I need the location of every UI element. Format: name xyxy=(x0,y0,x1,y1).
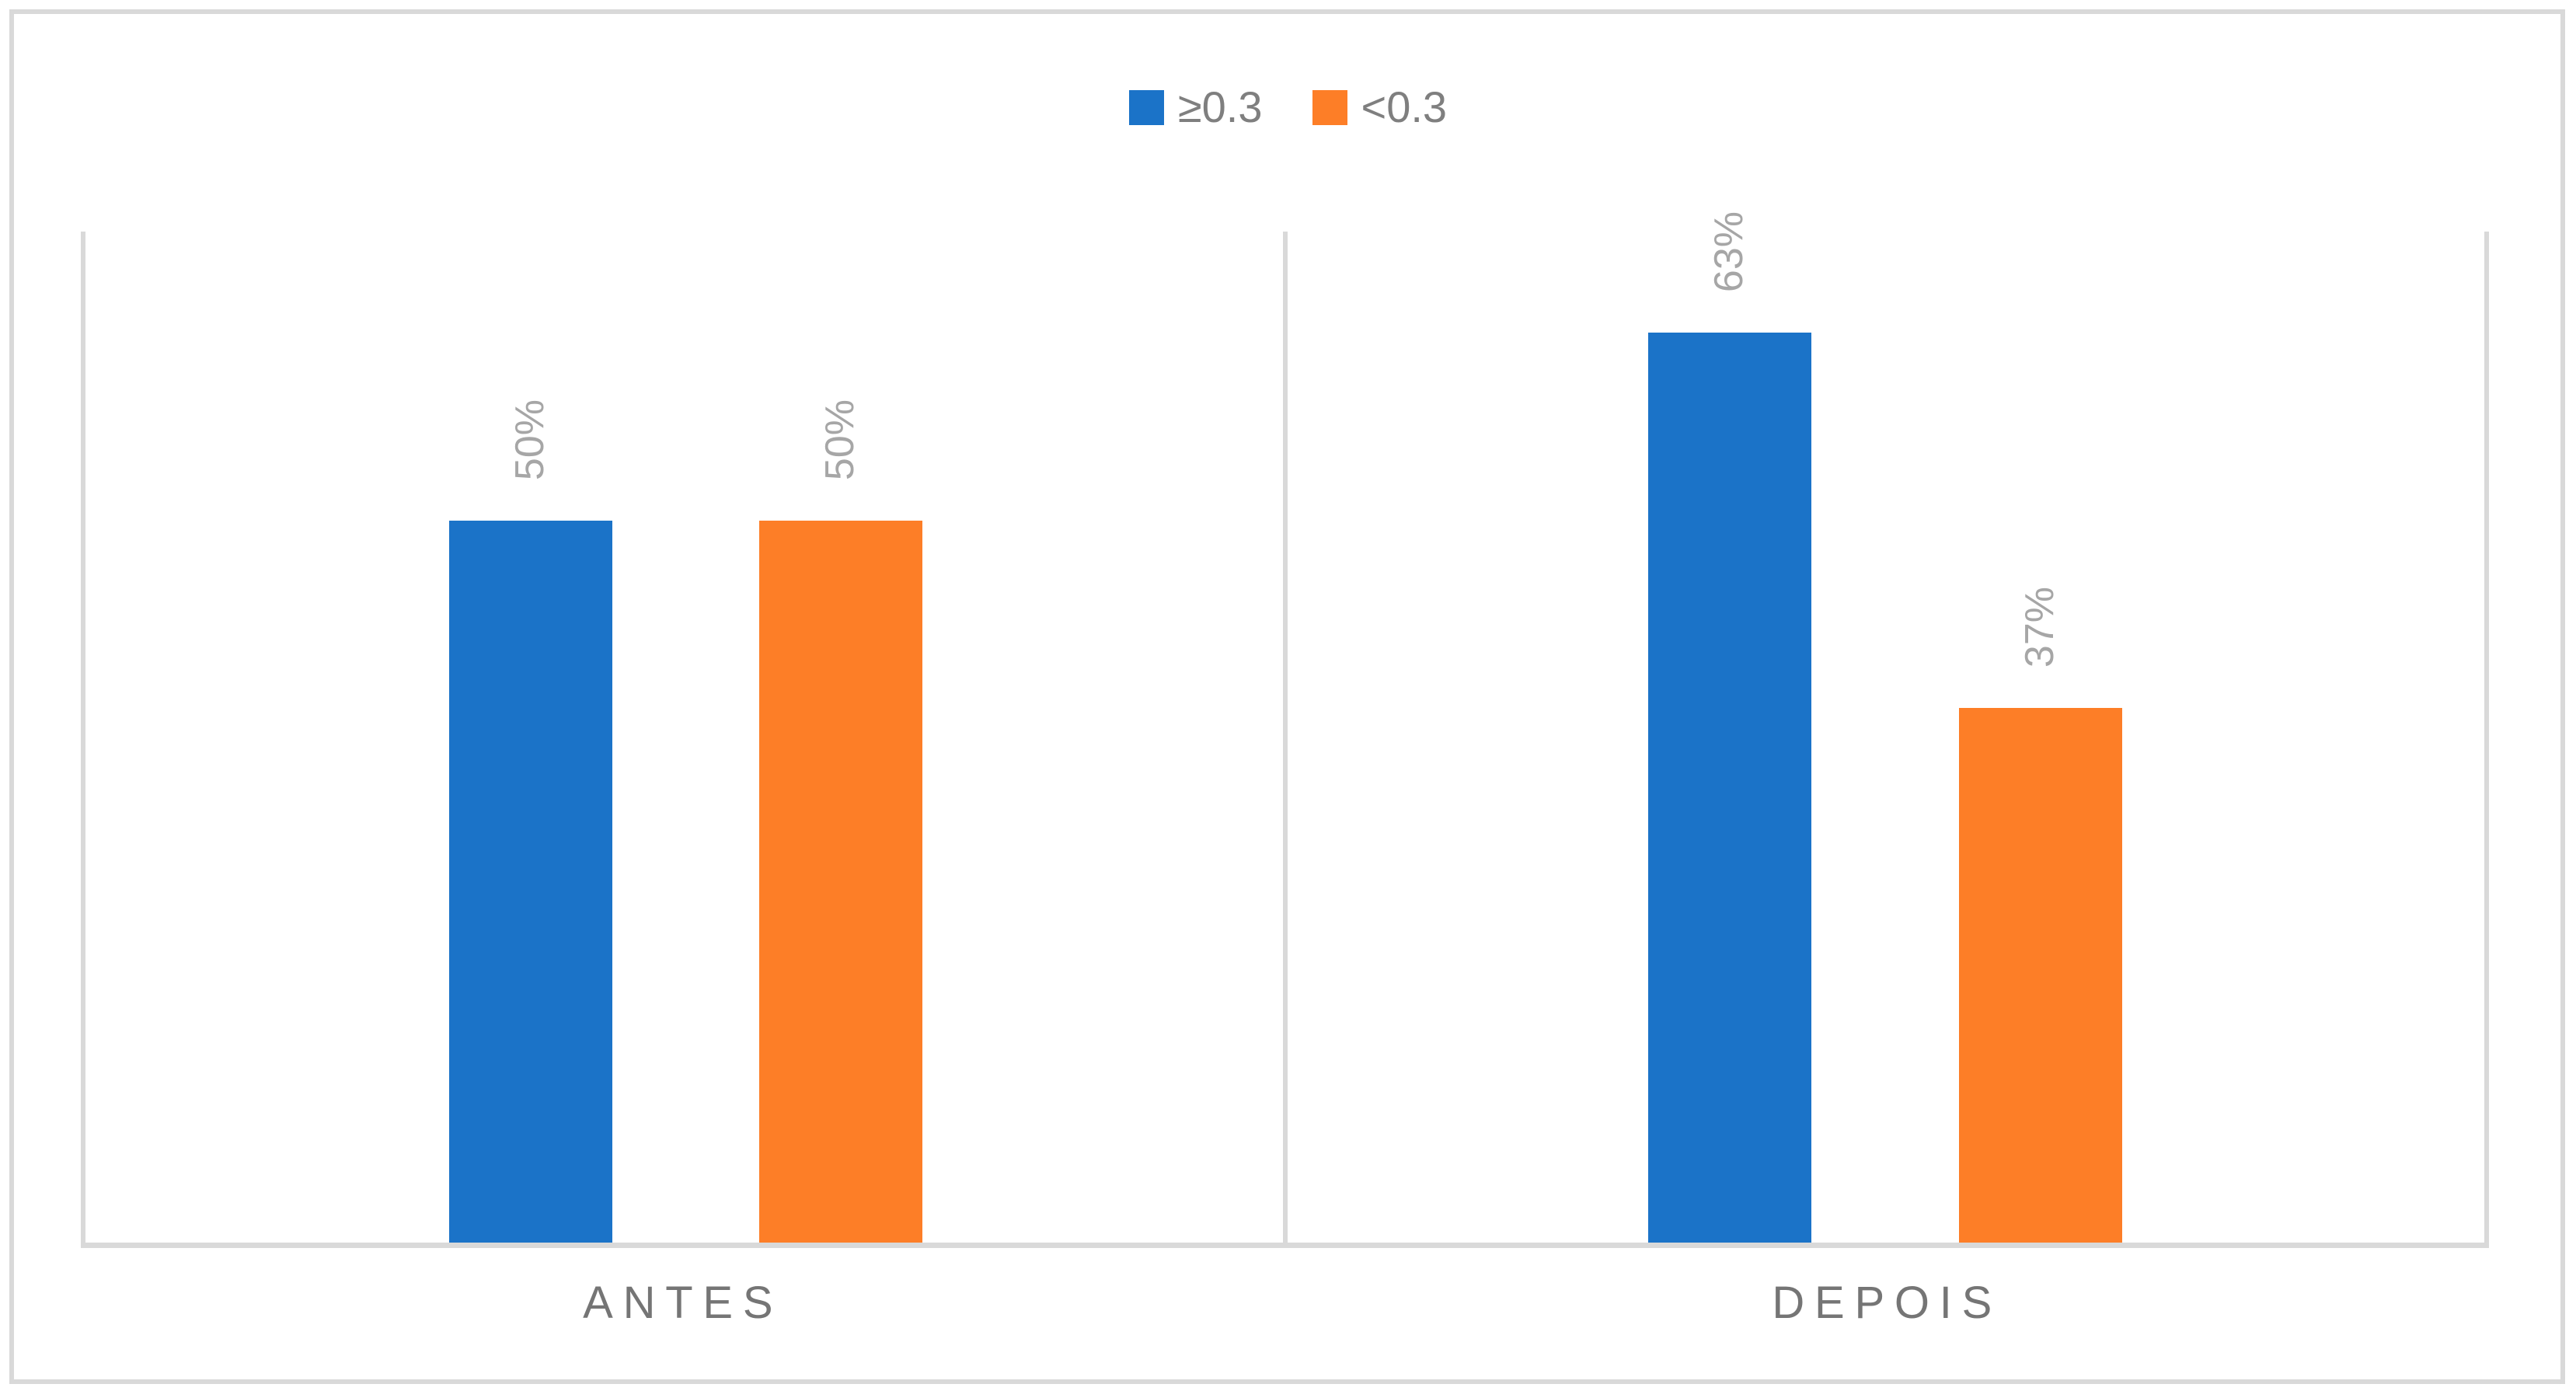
bar-antes-series-1 xyxy=(759,520,923,1243)
legend: ≥0.3 <0.3 xyxy=(0,85,2576,129)
plot-section-antes: 50% 50% xyxy=(85,232,1285,1243)
data-label-antes-series-1: 50% xyxy=(817,399,863,480)
legend-swatch-orange-icon xyxy=(1312,89,1347,125)
data-label-depois-series-1: 37% xyxy=(2017,587,2062,668)
category-label-depois: DEPOIS xyxy=(1772,1278,2003,1328)
chart-frame xyxy=(9,9,2565,1384)
plot-section-depois: 63% 37% xyxy=(1285,211,2485,1243)
plot-area: 50% 50% 63% 37% xyxy=(81,211,2489,1248)
category-boundary-gridline xyxy=(1282,232,1288,1243)
category-label-antes: ANTES xyxy=(583,1278,783,1328)
bar-depois-series-1 xyxy=(1958,708,2122,1243)
category-axis: ANTES DEPOIS xyxy=(81,1281,2489,1326)
legend-item-lt-0-3: <0.3 xyxy=(1312,82,1448,131)
legend-swatch-blue-icon xyxy=(1128,89,1164,125)
legend-label-ge-0-3: ≥0.3 xyxy=(1177,82,1263,131)
data-label-antes-series-0: 50% xyxy=(507,399,552,480)
bar-antes-series-0 xyxy=(448,520,612,1243)
legend-item-ge-0-3: ≥0.3 xyxy=(1128,82,1263,131)
data-label-depois-series-0: 63% xyxy=(1706,211,1752,293)
legend-label-lt-0-3: <0.3 xyxy=(1361,82,1448,131)
bar-depois-series-0 xyxy=(1648,333,1812,1243)
